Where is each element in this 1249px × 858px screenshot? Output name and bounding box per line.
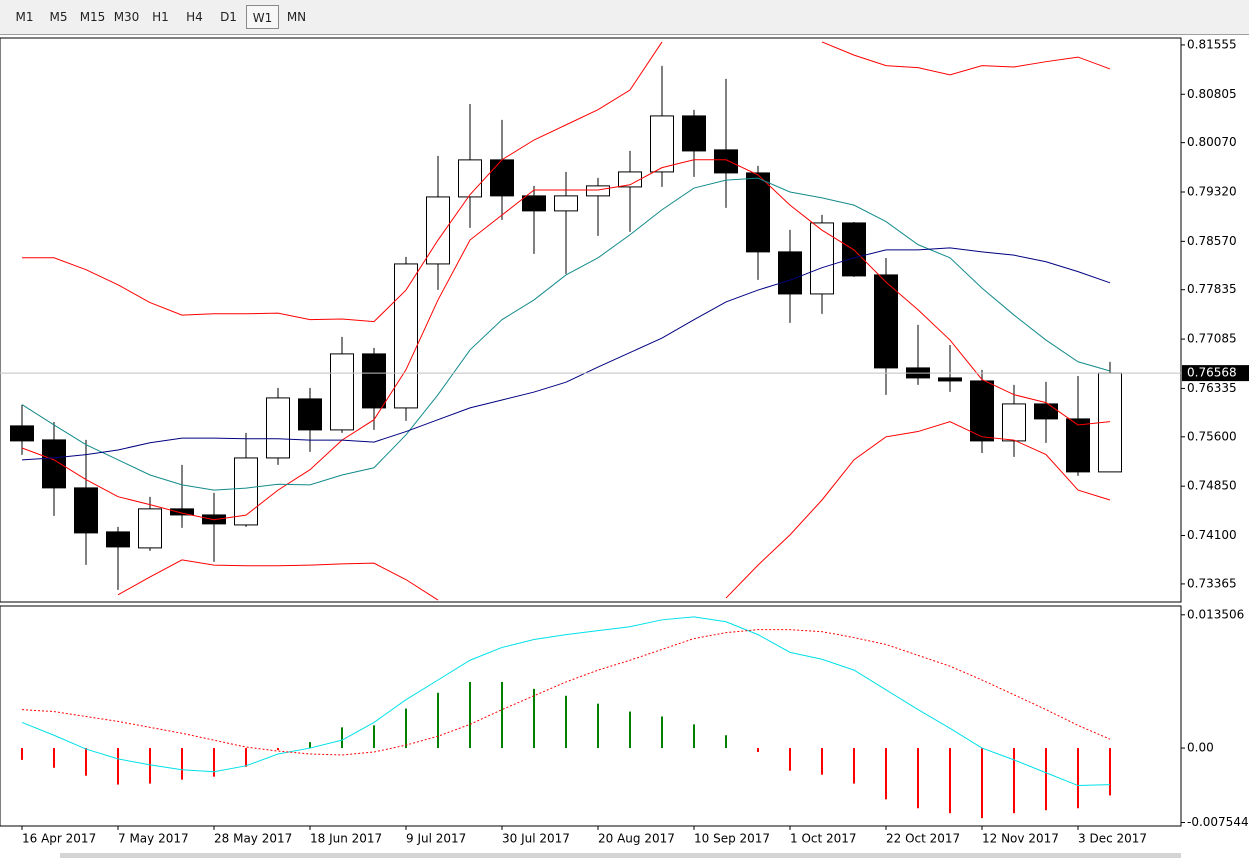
- candle-body: [10, 425, 34, 442]
- candle-body: [106, 531, 130, 548]
- y-tick-label: 0.76335: [1187, 381, 1237, 395]
- candle-body: [234, 457, 258, 526]
- y-tick-label: 0.78570: [1187, 234, 1237, 248]
- timeframe-button[interactable]: MN: [286, 10, 307, 24]
- x-tick-label: 16 Apr 2017: [22, 832, 96, 846]
- indicator-line: [21, 629, 1111, 756]
- x-tick-label: 7 May 2017: [118, 832, 189, 846]
- x-tick-label: 10 Sep 2017: [694, 832, 770, 846]
- timeframe-button[interactable]: D1: [220, 10, 237, 24]
- y-tick-label: 0.77085: [1187, 332, 1237, 346]
- x-tick-label: 28 May 2017: [214, 832, 292, 846]
- candle-body: [362, 353, 386, 409]
- current-price-label: 0.76568: [1187, 366, 1237, 380]
- candle-body: [714, 149, 738, 174]
- timeframe-button[interactable]: H1: [152, 10, 169, 24]
- y-tick-label: 0.73365: [1187, 576, 1237, 590]
- y-tick-label: 0.74100: [1187, 528, 1237, 542]
- macd-plot: [21, 616, 1111, 819]
- timeframe-toolbar: M1 M5 M15 M30 H1 H4 D1 W1 MN: [0, 0, 1249, 35]
- y-tick-label: 0.74850: [1187, 479, 1237, 493]
- x-tick-label: 22 Oct 2017: [886, 832, 960, 846]
- x-tick-label: 1 Oct 2017: [790, 832, 857, 846]
- x-tick-label: 20 Aug 2017: [598, 832, 675, 846]
- y-tick-label: 0.013506: [1187, 607, 1244, 621]
- candle-body: [970, 380, 994, 442]
- x-tick-label: 18 Jun 2017: [310, 832, 382, 846]
- candle-body: [778, 251, 802, 295]
- y-tick-label: 0.79320: [1187, 184, 1237, 198]
- candle-body: [650, 115, 674, 173]
- y-tick-label: 0.77835: [1187, 282, 1237, 296]
- indicator-line: [117, 421, 1111, 601]
- candle-body: [266, 397, 290, 459]
- candle-body: [298, 398, 322, 431]
- candle-body: [330, 353, 354, 431]
- x-tick-label: 3 Dec 2017: [1078, 832, 1147, 846]
- candle-body: [394, 263, 418, 409]
- macd-plot-frame: [0, 605, 1182, 827]
- x-tick-label: 30 Jul 2017: [502, 832, 570, 846]
- candle-body: [458, 159, 482, 198]
- timeframe-button[interactable]: M30: [113, 10, 140, 24]
- timeframe-button[interactable]: M15: [79, 10, 106, 24]
- y-tick-label: 0.80805: [1187, 87, 1237, 101]
- candle-body: [1066, 418, 1090, 473]
- candle-body: [170, 508, 194, 516]
- candle-body: [810, 222, 834, 295]
- y-tick-label: 0.00: [1187, 741, 1214, 755]
- candle-body: [746, 172, 770, 253]
- candle-body: [554, 195, 578, 212]
- timeframe-button[interactable]: M1: [15, 10, 34, 24]
- candle-body: [522, 195, 546, 212]
- timeframe-button[interactable]: M5: [49, 10, 68, 24]
- candle-body: [426, 196, 450, 265]
- indicator-line: [22, 41, 1111, 323]
- indicator-line: [21, 159, 1111, 521]
- candle-body: [42, 439, 66, 489]
- candle-body: [938, 377, 962, 382]
- y-tick-label: 0.81555: [1187, 37, 1237, 51]
- candle-body: [1002, 403, 1026, 442]
- indicator-line: [21, 247, 1111, 461]
- candle-body: [618, 171, 642, 188]
- timeframe-button[interactable]: H4: [186, 10, 203, 24]
- indicator-line: [21, 616, 1111, 787]
- candle-body: [138, 508, 162, 549]
- timeframe-button[interactable]: W1: [246, 5, 279, 29]
- current-price-box: [1182, 365, 1249, 382]
- x-tick-label: 12 Nov 2017: [982, 832, 1059, 846]
- candle-body: [74, 487, 98, 534]
- candle-body: [682, 115, 706, 152]
- y-tick-label: 0.75600: [1187, 429, 1237, 443]
- y-tick-label: -0.007544: [1187, 815, 1249, 829]
- candle-body: [490, 159, 514, 197]
- y-tick-label: 0.80070: [1187, 135, 1237, 149]
- chart: 0.81555 0.80805 0.80070 0.79320 0.78570 0.778…: [0, 37, 1249, 858]
- x-tick-label: 9 Jul 2017: [406, 832, 466, 846]
- candle-body: [874, 274, 898, 369]
- scrollbar: [60, 853, 1181, 858]
- candle-body: [1034, 403, 1058, 420]
- main-plot-frame: [0, 37, 1182, 603]
- candle-body: [586, 185, 610, 197]
